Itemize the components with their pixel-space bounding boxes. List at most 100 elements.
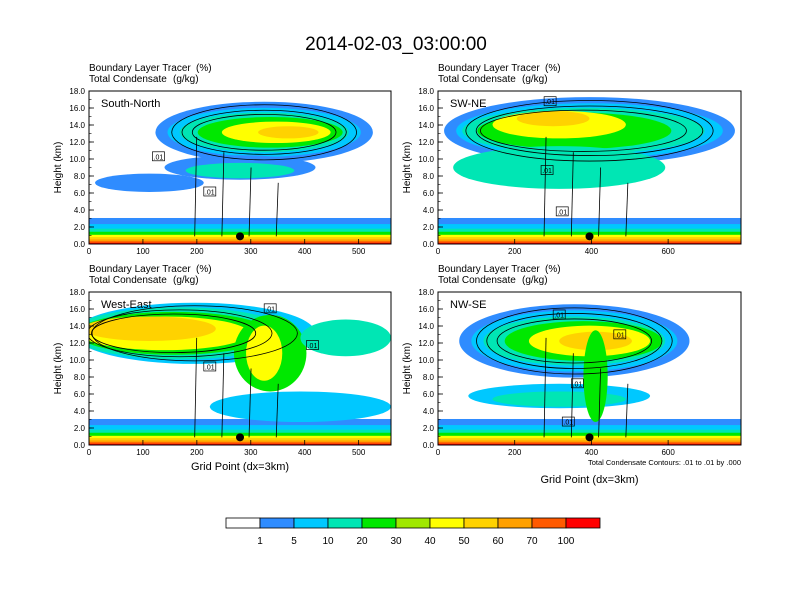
y-tick-label: 18.0 xyxy=(69,288,85,297)
y-tick-label: 6.0 xyxy=(423,390,435,399)
colorbar-label: 5 xyxy=(291,536,297,547)
y-tick-label: 10.0 xyxy=(418,356,434,365)
contour-label: .01 xyxy=(265,306,275,313)
condensate-contour xyxy=(598,167,601,237)
region-label: South-North xyxy=(101,98,160,110)
condensate-contour xyxy=(598,368,601,438)
region-label: West-East xyxy=(101,299,152,311)
colorbar-swatch xyxy=(395,517,431,529)
condensate-contour xyxy=(275,383,279,438)
location-marker xyxy=(585,232,594,241)
contour-label: .01 xyxy=(205,364,215,371)
condensate-contour xyxy=(91,305,298,362)
colorbar-label: 50 xyxy=(458,536,470,547)
panel-title-line1: Boundary Layer Tracer xyxy=(89,264,191,275)
contour-label: .01 xyxy=(573,381,583,388)
colorbar-swatch xyxy=(361,517,397,529)
region-label: NW-SE xyxy=(450,299,486,311)
x-axis-label: Grid Point (dx=3km) xyxy=(540,474,638,486)
panel-nwse: Boundary Layer Tracer (%) Total Condensate… xyxy=(402,264,742,486)
contour-label-box xyxy=(571,378,584,389)
x-tick-label: 0 xyxy=(87,247,92,256)
y-tick-label: 8.0 xyxy=(423,373,435,382)
panel-unit-line2: (g/kg) xyxy=(522,74,548,85)
panel-title-line1: Boundary Layer Tracer xyxy=(438,63,540,74)
x-tick-label: 100 xyxy=(136,247,150,256)
condensate-contour xyxy=(194,136,198,237)
tracer-band xyxy=(453,146,666,189)
panel-title-line2: Total Condensate xyxy=(438,74,516,85)
condensate-contour xyxy=(625,383,629,438)
contour-label-box xyxy=(203,186,217,197)
colorbar-swatch xyxy=(225,517,261,529)
colorbar-label: 10 xyxy=(322,536,334,547)
condensate-contour xyxy=(191,114,337,151)
figure-title: 2014-02-03_03:00:00 xyxy=(305,34,487,55)
x-tick-label: 500 xyxy=(352,448,366,457)
y-tick-label: 12.0 xyxy=(69,339,85,348)
condensate-contour xyxy=(625,182,629,237)
contour-label-box xyxy=(203,361,217,372)
x-tick-label: 200 xyxy=(508,448,522,457)
y-axis-label: Height (km) xyxy=(53,343,64,395)
colorbar: 1 5 10 20 30 40 50 60 70 100 xyxy=(225,517,601,547)
condensate-contour xyxy=(91,313,257,353)
x-tick-label: 0 xyxy=(436,448,441,457)
x-axis-label: Grid Point (dx=3km) xyxy=(191,461,289,473)
condensate-contour xyxy=(480,109,687,152)
contour-label: .01 xyxy=(542,168,552,175)
surface-band xyxy=(89,442,391,445)
y-tick-label: 6.0 xyxy=(74,189,86,198)
y-tick-label: 16.0 xyxy=(418,305,434,314)
contour-label-box xyxy=(613,329,627,340)
x-tick-label: 400 xyxy=(298,448,312,457)
panel-unit-line2: (g/kg) xyxy=(173,275,199,286)
tracer-band xyxy=(300,319,391,357)
location-marker xyxy=(236,433,244,442)
y-axis-label: Height (km) xyxy=(53,142,64,194)
colorbar-swatch xyxy=(429,517,465,529)
tracer-band xyxy=(185,162,295,179)
condensate-contour xyxy=(89,309,273,358)
colorbar-swatch xyxy=(463,517,499,529)
y-tick-label: 2.0 xyxy=(74,424,86,433)
contour-label-box xyxy=(543,96,557,107)
y-tick-label: 16.0 xyxy=(69,305,85,314)
panel-we: Boundary Layer Tracer (%) Total Condensate… xyxy=(53,264,392,473)
y-tick-label: 14.0 xyxy=(69,121,85,130)
panel-unit-line1: (%) xyxy=(196,264,212,275)
contour-label-box xyxy=(306,340,319,350)
x-tick-label: 400 xyxy=(585,448,599,457)
contour-label: .01 xyxy=(308,343,318,350)
y-tick-label: 8.0 xyxy=(74,373,86,382)
location-marker xyxy=(236,232,244,241)
contour-label-box xyxy=(540,165,554,175)
condensate-contour xyxy=(570,152,574,237)
y-tick-label: 4.0 xyxy=(423,206,435,215)
condensate-contour xyxy=(181,109,347,155)
y-tick-label: 0.0 xyxy=(74,240,86,249)
colorbar-label: 20 xyxy=(356,536,368,547)
panel-title-line1: Boundary Layer Tracer xyxy=(89,63,191,74)
y-tick-label: 16.0 xyxy=(418,104,434,113)
colorbar-label: 100 xyxy=(558,536,575,547)
condensate-contour xyxy=(221,152,225,237)
condensate-contour xyxy=(171,104,357,161)
location-marker xyxy=(585,433,594,442)
x-tick-label: 500 xyxy=(352,247,366,256)
colorbar-swatch xyxy=(531,517,567,529)
condensate-contour xyxy=(543,136,547,237)
y-tick-label: 0.0 xyxy=(423,240,435,249)
colorbar-swatch xyxy=(327,517,363,529)
y-axis-label: Height (km) xyxy=(402,343,413,395)
y-tick-label: 8.0 xyxy=(74,172,86,181)
y-tick-label: 2.0 xyxy=(423,223,435,232)
x-tick-label: 400 xyxy=(585,247,599,256)
y-tick-label: 14.0 xyxy=(418,121,434,130)
y-tick-label: 2.0 xyxy=(423,424,435,433)
contour-label: .01 xyxy=(557,209,567,216)
tracer-band xyxy=(209,391,391,423)
x-tick-label: 200 xyxy=(508,247,522,256)
y-tick-label: 10.0 xyxy=(418,155,434,164)
condensate-contour xyxy=(543,337,547,438)
